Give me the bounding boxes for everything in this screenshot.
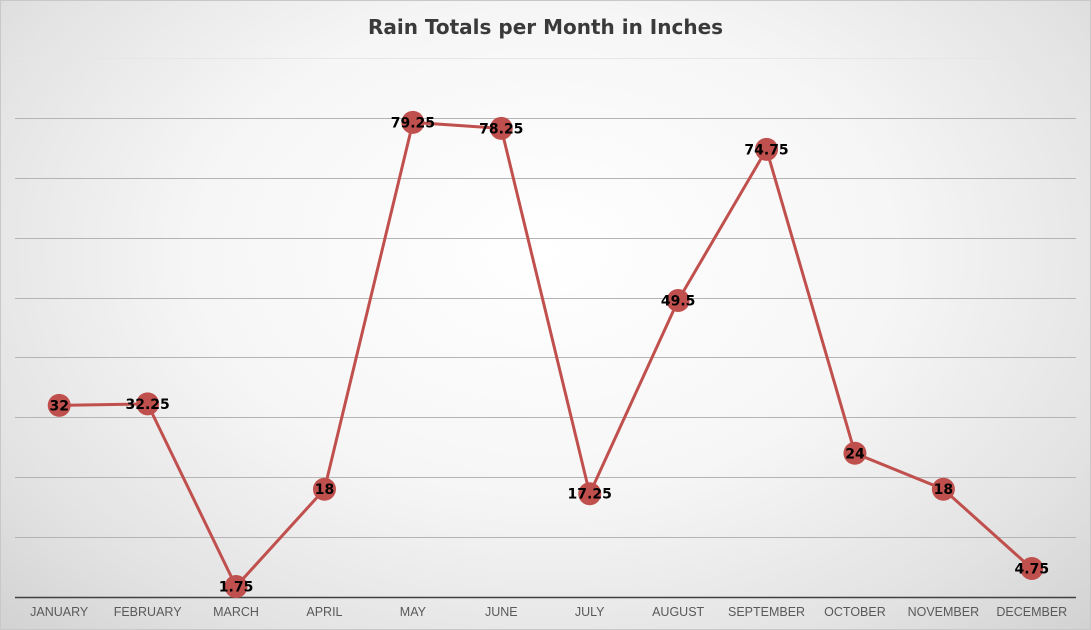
data-label: 18 <box>934 482 953 498</box>
data-point <box>401 110 425 134</box>
data-label: 18 <box>315 482 334 498</box>
data-label: 32 <box>49 398 68 414</box>
data-point <box>224 575 248 599</box>
data-label: 4.75 <box>1015 562 1050 578</box>
x-tick-labels: JANUARY FEBRUARY MARCH APRIL MAY JUNE JULY AUGU… <box>30 605 1067 619</box>
data-label: 1.75 <box>219 580 254 596</box>
data-point <box>136 392 160 416</box>
x-tick-label: MARCH <box>213 605 259 619</box>
data-points <box>47 110 1044 599</box>
data-labels: 32 32.25 1.75 18 79.25 78.25 17.25 49.5 74.75 24 1… <box>49 115 1049 595</box>
x-tick-label: SEPTEMBER <box>728 605 805 619</box>
x-tick-label: JANUARY <box>30 605 89 619</box>
series-line <box>59 120 1033 588</box>
data-label: 49.5 <box>661 294 696 310</box>
data-label: 24 <box>845 446 865 462</box>
data-point <box>931 477 955 501</box>
x-tick-label: NOVEMBER <box>908 605 980 619</box>
data-label: 78.25 <box>479 121 523 137</box>
x-tick-label: OCTOBER <box>824 605 886 619</box>
data-point <box>489 116 513 140</box>
x-tick-label: APRIL <box>306 605 342 619</box>
data-label: 32.25 <box>125 397 169 413</box>
data-point <box>47 393 71 417</box>
data-label: 74.75 <box>744 142 788 158</box>
data-point <box>578 482 602 506</box>
data-point <box>843 441 867 465</box>
series-lines <box>59 120 1033 588</box>
data-point <box>666 289 690 313</box>
data-label: 17.25 <box>568 487 612 503</box>
x-tick-label: MAY <box>400 605 427 619</box>
x-tick-label: AUGUST <box>652 605 704 619</box>
data-point <box>312 477 336 501</box>
data-point <box>755 137 779 161</box>
x-tick-label: DECEMBER <box>996 605 1067 619</box>
chart-title: Rain Totals per Month in Inches <box>367 15 724 39</box>
data-label: 79.25 <box>391 115 435 131</box>
x-tick-label: FEBRUARY <box>114 605 183 619</box>
gridlines <box>15 58 1076 538</box>
x-tick-label: JULY <box>575 605 605 619</box>
data-point <box>1020 557 1044 581</box>
x-tick-label: JUNE <box>485 605 518 619</box>
